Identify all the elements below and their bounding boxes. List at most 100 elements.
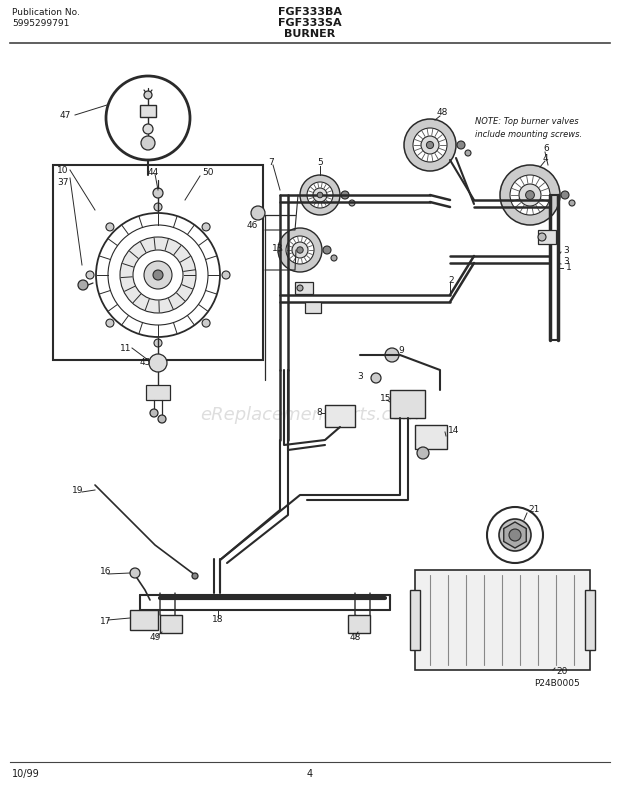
Bar — [146, 385, 170, 400]
Circle shape — [106, 76, 190, 160]
Bar — [538, 230, 556, 244]
Circle shape — [323, 246, 331, 254]
Text: 50: 50 — [202, 167, 213, 177]
Text: 4: 4 — [543, 154, 549, 163]
Text: 3: 3 — [563, 257, 569, 267]
Circle shape — [130, 568, 140, 578]
Text: 21: 21 — [528, 506, 539, 514]
Text: 20: 20 — [556, 667, 567, 676]
Bar — [325, 405, 355, 427]
Polygon shape — [503, 522, 526, 548]
Text: 44: 44 — [148, 167, 159, 177]
Text: 45: 45 — [140, 357, 151, 367]
Circle shape — [153, 270, 163, 280]
Circle shape — [538, 233, 546, 241]
Text: 3: 3 — [357, 372, 363, 380]
Text: Publication No.: Publication No. — [12, 8, 80, 17]
Circle shape — [300, 175, 340, 215]
Bar — [415, 425, 447, 449]
Circle shape — [341, 191, 349, 199]
Circle shape — [292, 242, 308, 258]
Circle shape — [331, 255, 337, 261]
Circle shape — [487, 507, 543, 563]
Text: 46: 46 — [247, 220, 259, 230]
Circle shape — [465, 150, 471, 156]
Text: 19: 19 — [72, 485, 84, 495]
Text: 48: 48 — [437, 107, 448, 117]
Circle shape — [499, 519, 531, 551]
Circle shape — [421, 136, 439, 154]
Circle shape — [413, 128, 447, 162]
Circle shape — [106, 319, 114, 327]
Text: NOTE: Top burner valves
include mounting screws.: NOTE: Top burner valves include mounting… — [475, 117, 582, 139]
Bar — [348, 615, 370, 633]
Text: 17: 17 — [100, 618, 112, 626]
Text: 11: 11 — [120, 343, 131, 353]
Text: 4: 4 — [307, 769, 313, 779]
Bar — [160, 615, 182, 633]
Circle shape — [144, 91, 152, 99]
Circle shape — [106, 223, 114, 231]
Text: 6: 6 — [543, 144, 549, 152]
Text: 15: 15 — [380, 394, 391, 402]
Circle shape — [385, 348, 399, 362]
Text: 49: 49 — [150, 634, 161, 642]
Text: 10: 10 — [57, 166, 68, 174]
Text: 8: 8 — [316, 407, 322, 417]
Circle shape — [202, 319, 210, 327]
Circle shape — [307, 182, 333, 208]
Circle shape — [96, 213, 220, 337]
Circle shape — [349, 200, 355, 206]
Circle shape — [202, 223, 210, 231]
Text: 14: 14 — [448, 425, 459, 435]
Text: FGF333SA: FGF333SA — [278, 18, 342, 28]
Circle shape — [192, 573, 198, 579]
Text: 5995299791: 5995299791 — [12, 19, 69, 28]
Circle shape — [404, 119, 456, 171]
Text: 5: 5 — [317, 158, 323, 166]
Text: 47: 47 — [60, 110, 71, 119]
Bar — [585, 590, 595, 650]
Circle shape — [143, 124, 153, 134]
Circle shape — [86, 271, 94, 279]
Circle shape — [144, 261, 172, 289]
Circle shape — [150, 409, 158, 417]
Circle shape — [108, 225, 208, 325]
Circle shape — [278, 228, 322, 272]
Circle shape — [510, 175, 550, 215]
Text: 13: 13 — [272, 244, 283, 252]
Circle shape — [569, 200, 575, 206]
Circle shape — [78, 280, 88, 290]
Circle shape — [133, 250, 183, 300]
Circle shape — [313, 188, 327, 202]
Circle shape — [427, 141, 433, 148]
Bar — [140, 105, 156, 117]
Circle shape — [141, 136, 155, 150]
Text: 10/99: 10/99 — [12, 769, 40, 779]
Circle shape — [297, 247, 303, 253]
Circle shape — [417, 447, 429, 459]
Circle shape — [297, 285, 303, 291]
Text: 2: 2 — [448, 275, 454, 285]
Bar — [410, 590, 420, 650]
Circle shape — [457, 141, 465, 149]
Text: 48: 48 — [350, 634, 361, 642]
Circle shape — [561, 191, 569, 199]
Text: 1: 1 — [566, 264, 572, 272]
Bar — [415, 570, 590, 670]
Text: 16: 16 — [100, 567, 112, 577]
Circle shape — [317, 193, 323, 198]
Circle shape — [251, 206, 265, 220]
Text: BURNER: BURNER — [285, 29, 335, 39]
Text: 7: 7 — [268, 158, 274, 166]
Text: 3: 3 — [563, 245, 569, 255]
Circle shape — [500, 165, 560, 225]
Circle shape — [519, 184, 541, 206]
Circle shape — [154, 203, 162, 211]
Bar — [390, 390, 425, 418]
Circle shape — [526, 191, 534, 200]
Circle shape — [222, 271, 230, 279]
Text: P24B0005: P24B0005 — [534, 679, 580, 687]
Circle shape — [286, 236, 314, 264]
Circle shape — [153, 188, 163, 198]
